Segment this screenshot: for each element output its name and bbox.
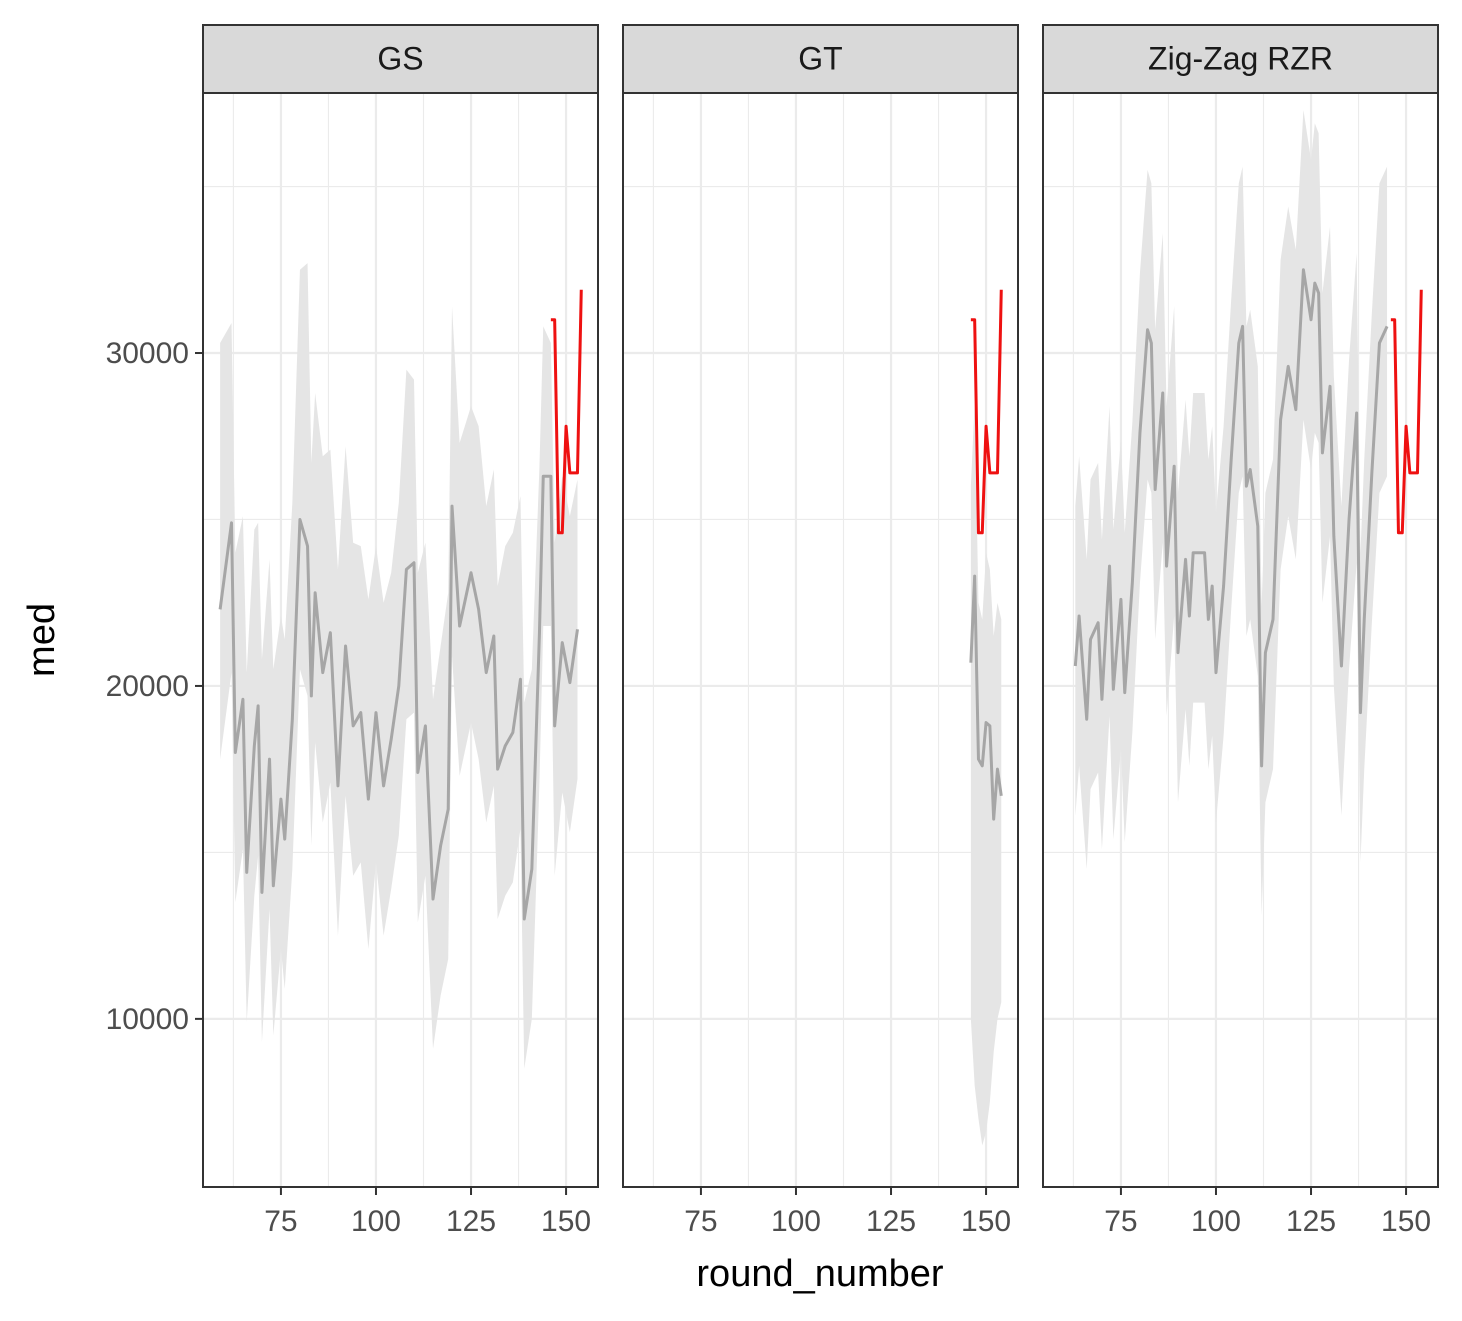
line xyxy=(1390,289,1423,535)
panel: GT 75 100 125 150 xyxy=(622,24,1019,1238)
line xyxy=(550,289,583,535)
x-tick-label: 125 xyxy=(1286,1205,1336,1238)
panel-background xyxy=(623,93,1018,1187)
x-tick-label: 75 xyxy=(264,1205,297,1238)
x-tick-label: 150 xyxy=(961,1205,1011,1238)
strip-label: GS xyxy=(377,40,423,76)
y-tick-label: 10000 xyxy=(106,1003,189,1036)
data-layer xyxy=(969,289,1003,1146)
panel: GS 75 100 125 150 10000 20000 30000 xyxy=(106,24,599,1238)
strip-label: Zig-Zag RZR xyxy=(1148,40,1333,76)
x-tick-label: 75 xyxy=(1104,1205,1137,1238)
y-tick-label: 30000 xyxy=(106,337,189,370)
strip-label: GT xyxy=(798,40,842,76)
line xyxy=(969,574,1003,821)
line xyxy=(218,474,579,921)
line xyxy=(970,289,1003,535)
x-tick-label: 100 xyxy=(351,1205,401,1238)
panel: Zig-Zag RZR 75 100 125 150 xyxy=(1042,24,1439,1238)
x-tick-label: 125 xyxy=(446,1205,496,1238)
x-tick-label: 100 xyxy=(1191,1205,1241,1238)
data-layer xyxy=(1073,109,1423,916)
x-tick-label: 75 xyxy=(684,1205,717,1238)
data-layer xyxy=(218,263,583,1069)
strip xyxy=(202,24,599,94)
x-tick-label: 125 xyxy=(866,1205,916,1238)
y-axis-title: med xyxy=(21,603,63,677)
strip xyxy=(622,24,1019,94)
y-tick-label: 20000 xyxy=(106,670,189,703)
x-axis-title: round_number xyxy=(696,1253,944,1295)
x-tick-label: 150 xyxy=(1381,1205,1431,1238)
strip xyxy=(1042,24,1439,94)
x-tick-label: 100 xyxy=(771,1205,821,1238)
ribbon xyxy=(970,402,1002,1146)
line xyxy=(1073,268,1389,768)
x-tick-label: 150 xyxy=(541,1205,591,1238)
